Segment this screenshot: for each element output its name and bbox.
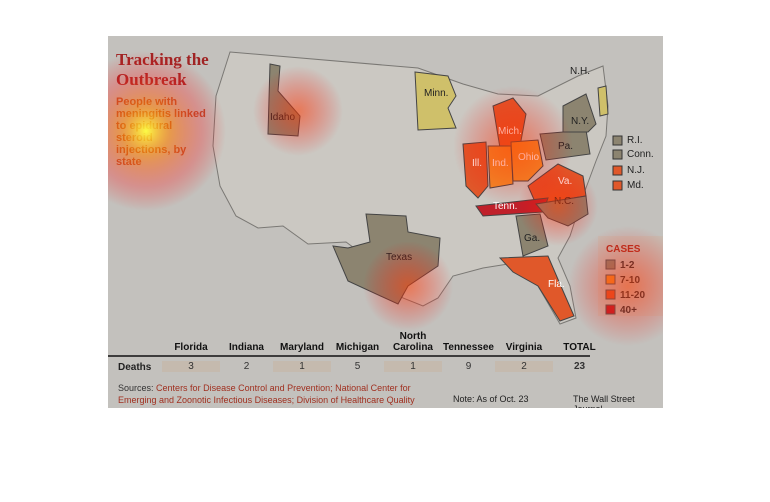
legend-label: 40+ — [620, 305, 637, 316]
sources: Sources: Centers for Disease Control and… — [118, 382, 438, 408]
inset-label: Conn. — [627, 149, 654, 160]
legend-label: 7-10 — [620, 275, 640, 286]
legend: CASES 1-2 7-10 11-20 40+ — [598, 236, 663, 316]
state-label: N.H. — [570, 66, 590, 77]
title: Outbreak — [116, 70, 187, 89]
state-label: Minn. — [424, 88, 449, 99]
state-label: Ind. — [492, 158, 509, 169]
inset-label: R.I. — [627, 135, 643, 146]
row-label: Deaths — [118, 362, 152, 373]
cell: 1 — [273, 361, 331, 372]
state-label: Tenn. — [493, 201, 518, 212]
credit: The Wall Street Journal — [573, 394, 635, 408]
infographic: CASES 1-2 7-10 11-20 40+ Tracking the Outbre… — [108, 36, 663, 408]
state-label: Mich. — [498, 126, 522, 137]
state-label: N.C. — [554, 196, 574, 207]
legend-swatch — [605, 304, 616, 315]
state-label: Fla. — [548, 279, 565, 290]
sources-text: Centers for Disease Control and Preventi… — [118, 383, 415, 408]
cell: 9 — [465, 361, 472, 372]
state — [414, 71, 457, 131]
legend-title: CASES — [606, 244, 641, 255]
state — [498, 255, 575, 322]
inset-boxes — [612, 135, 623, 191]
state-label: Ill. — [472, 158, 482, 169]
legend-label: 1-2 — [620, 260, 635, 271]
legend-swatch — [605, 274, 616, 285]
cell: 2 — [495, 361, 553, 372]
state-label: Ga. — [524, 233, 541, 244]
note: Note: As of Oct. 23 — [453, 394, 529, 404]
state-label: Idaho — [270, 112, 296, 123]
subtitle: People with meningitis linked to epidura… — [116, 96, 206, 168]
column-header: North Carolina — [392, 331, 433, 353]
column-header: Maryland — [280, 342, 324, 353]
legend-swatch — [605, 289, 616, 300]
legend-swatch — [605, 259, 616, 270]
inset-label: N.J. — [627, 165, 645, 176]
column-header: Florida — [174, 342, 208, 353]
cell: 1 — [384, 361, 442, 372]
cell: 3 — [162, 361, 220, 372]
column-header: Michigan — [335, 342, 380, 353]
column-header: Virginia — [505, 342, 543, 353]
column-header: Tennessee — [443, 342, 494, 353]
state-label: Pa. — [558, 141, 574, 152]
state-label: Va. — [558, 176, 573, 187]
legend-label: 11-20 — [620, 290, 645, 301]
title: Tracking the — [116, 50, 209, 69]
cell: 2 — [243, 361, 250, 372]
cell: 5 — [354, 361, 361, 372]
column-header: Indiana — [228, 342, 264, 353]
state — [597, 85, 609, 117]
state-label: Texas — [386, 252, 413, 263]
state-label: N.Y. — [571, 116, 590, 127]
cell: 23 — [573, 361, 586, 372]
inset-label: Md. — [627, 180, 644, 191]
sources-label: Sources: — [118, 383, 154, 393]
column-header: TOTAL — [563, 342, 596, 353]
state-label: Ohio — [518, 152, 540, 163]
